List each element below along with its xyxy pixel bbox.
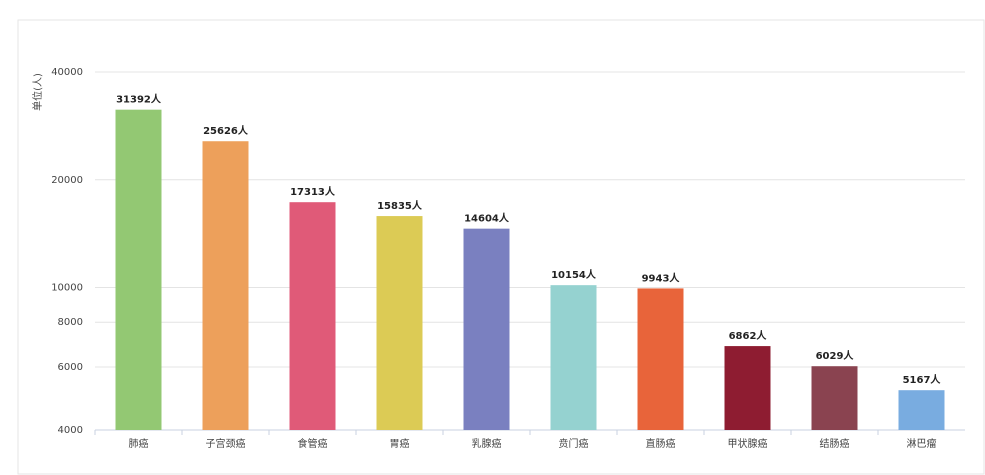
bar xyxy=(724,346,771,430)
bar xyxy=(289,202,336,430)
x-tick-label: 食管癌 xyxy=(298,437,328,450)
value-label: 15835人 xyxy=(377,199,423,212)
x-tick-label: 结肠癌 xyxy=(820,437,850,450)
value-label: 5167人 xyxy=(903,373,942,386)
y-tick-label: 8000 xyxy=(58,317,83,328)
x-tick-label: 淋巴瘤 xyxy=(907,437,937,450)
bar xyxy=(376,216,423,430)
y-tick-label: 20000 xyxy=(51,175,83,186)
bar xyxy=(637,288,684,430)
y-axis-title: 单位(人) xyxy=(31,73,44,111)
x-tick-label: 子宫颈癌 xyxy=(206,437,246,450)
value-label: 6029人 xyxy=(816,349,855,362)
y-tick-label: 6000 xyxy=(58,362,83,373)
value-label: 17313人 xyxy=(290,185,336,198)
y-tick-label: 4000 xyxy=(58,425,83,436)
x-tick-label: 甲状腺癌 xyxy=(728,437,768,450)
bar xyxy=(550,285,597,430)
x-tick-label: 直肠癌 xyxy=(646,437,676,450)
value-label: 10154人 xyxy=(551,268,597,281)
bar xyxy=(115,109,162,431)
x-tick-label: 贲门癌 xyxy=(559,437,589,450)
bar xyxy=(811,366,858,430)
y-tick-label: 40000 xyxy=(51,67,83,78)
value-label: 31392人 xyxy=(116,93,162,106)
bar xyxy=(202,141,249,430)
x-tick-label: 胃癌 xyxy=(390,437,410,450)
x-tick-label: 乳腺癌 xyxy=(472,437,502,450)
y-tick-label: 10000 xyxy=(51,283,83,294)
x-tick-label: 肺癌 xyxy=(129,437,149,450)
bar xyxy=(463,228,510,430)
bar xyxy=(898,390,945,430)
value-label: 14604人 xyxy=(464,212,510,225)
value-label: 9943人 xyxy=(642,271,681,284)
value-label: 6862人 xyxy=(729,329,768,342)
value-label: 25626人 xyxy=(203,124,249,137)
